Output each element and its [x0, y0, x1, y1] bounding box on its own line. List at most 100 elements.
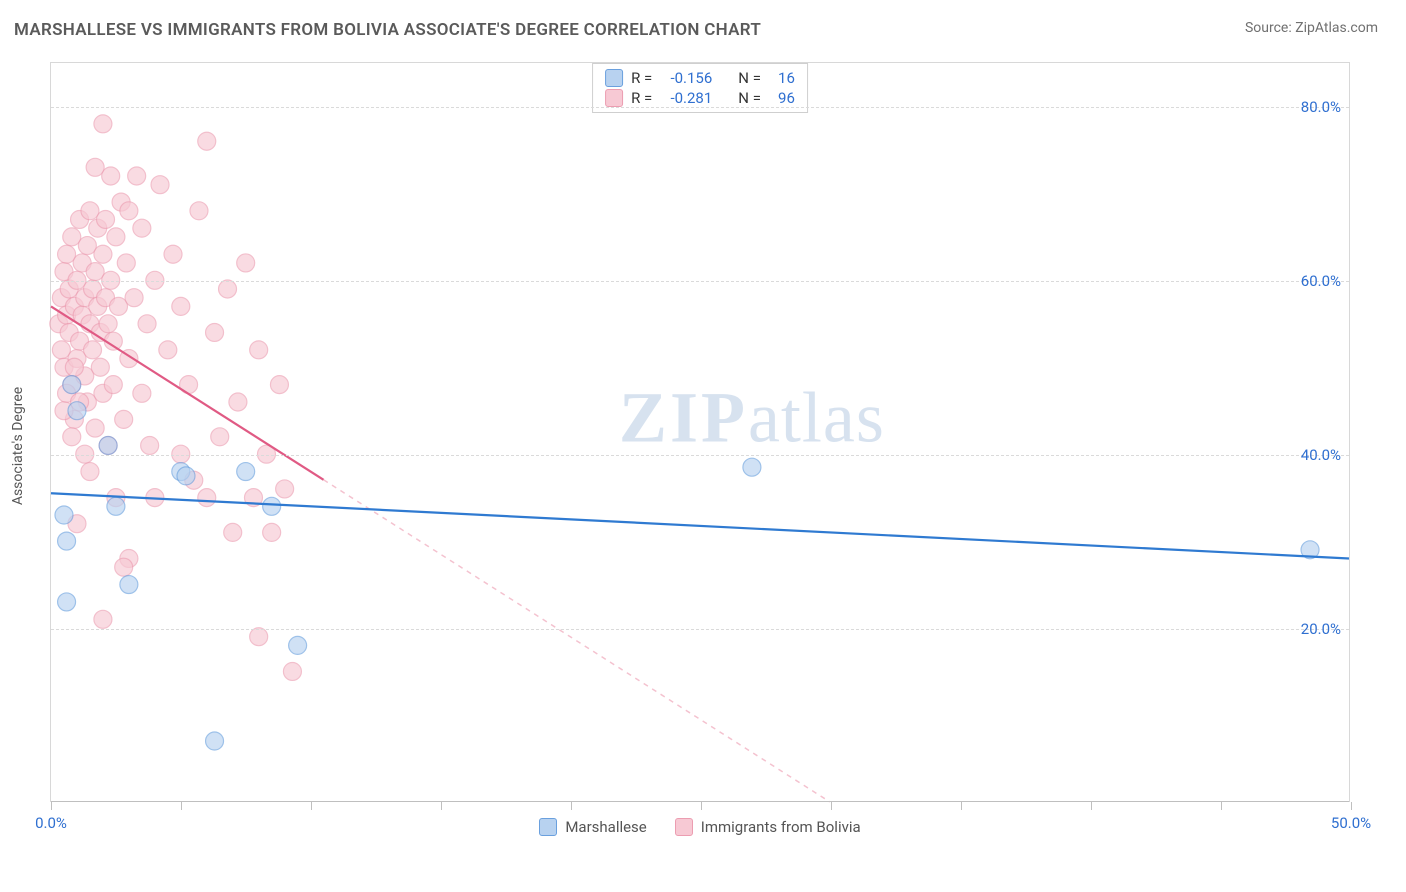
data-point	[78, 237, 96, 255]
data-point	[94, 610, 112, 628]
data-point	[58, 593, 76, 611]
legend-swatch	[605, 89, 623, 107]
legend-label: Marshallese	[565, 818, 646, 836]
data-point	[102, 167, 120, 185]
data-point	[81, 202, 99, 220]
data-point	[743, 458, 761, 476]
data-point	[94, 245, 112, 263]
legend-item: Marshallese	[539, 818, 646, 836]
chart-title: MARSHALLESE VS IMMIGRANTS FROM BOLIVIA A…	[14, 20, 761, 40]
gridline	[51, 629, 1349, 630]
data-point	[263, 497, 281, 515]
gridline	[51, 455, 1349, 456]
data-point	[289, 636, 307, 654]
data-point	[58, 245, 76, 263]
x-tick	[311, 802, 312, 810]
data-point	[211, 428, 229, 446]
r-value: -0.281	[660, 89, 712, 107]
data-point	[99, 315, 117, 333]
data-point	[133, 219, 151, 237]
data-point	[206, 732, 224, 750]
gridline	[51, 281, 1349, 282]
x-tick-label: 0.0%	[35, 814, 67, 832]
data-point	[107, 497, 125, 515]
data-point	[81, 463, 99, 481]
x-axis-line	[51, 801, 1349, 802]
data-point	[110, 297, 128, 315]
r-label: R =	[631, 69, 652, 87]
data-point	[84, 341, 102, 359]
n-label: N =	[738, 69, 761, 87]
gridline	[51, 107, 1349, 108]
data-point	[120, 576, 138, 594]
data-point	[133, 384, 151, 402]
legend-label: Immigrants from Bolivia	[701, 818, 861, 836]
data-point	[86, 158, 104, 176]
data-point	[172, 297, 190, 315]
data-point	[117, 254, 135, 272]
data-point	[55, 506, 73, 524]
x-tick	[701, 802, 702, 810]
data-point	[58, 532, 76, 550]
legend-item: Immigrants from Bolivia	[675, 818, 861, 836]
x-tick-label: 50.0%	[1331, 814, 1371, 832]
data-point	[206, 323, 224, 341]
data-point	[99, 436, 117, 454]
data-point	[63, 428, 81, 446]
data-point	[138, 315, 156, 333]
data-point	[250, 341, 268, 359]
data-point	[263, 523, 281, 541]
legend-swatch	[539, 818, 557, 836]
legend-swatch	[675, 818, 693, 836]
n-value: 96	[769, 89, 795, 107]
x-tick	[961, 802, 962, 810]
data-point	[198, 489, 216, 507]
data-point	[270, 376, 288, 394]
y-tick-label: 20.0%	[1301, 620, 1341, 638]
data-point	[107, 228, 125, 246]
data-point	[115, 410, 133, 428]
data-point	[86, 263, 104, 281]
data-point	[120, 202, 138, 220]
data-point	[164, 245, 182, 263]
data-point	[97, 210, 115, 228]
data-point	[276, 480, 294, 498]
data-point	[63, 376, 81, 394]
x-tick	[441, 802, 442, 810]
data-point	[104, 376, 122, 394]
data-point	[177, 467, 195, 485]
data-point	[141, 436, 159, 454]
data-point	[190, 202, 208, 220]
data-point	[219, 280, 237, 298]
data-point	[125, 289, 143, 307]
data-point	[198, 132, 216, 150]
x-tick	[1091, 802, 1092, 810]
data-point	[115, 558, 133, 576]
data-point	[250, 628, 268, 646]
data-point	[159, 341, 177, 359]
legend: Marshallese Immigrants from Bolivia	[51, 818, 1349, 836]
trend-line	[51, 493, 1349, 558]
x-tick	[831, 802, 832, 810]
data-point	[94, 115, 112, 133]
x-tick	[51, 802, 52, 810]
data-point	[237, 254, 255, 272]
x-tick	[571, 802, 572, 810]
r-value: -0.156	[660, 69, 712, 87]
y-tick-label: 40.0%	[1301, 446, 1341, 464]
data-point	[229, 393, 247, 411]
correlation-stats-box: R = -0.156 N = 16 R = -0.281 N = 96	[592, 63, 808, 113]
data-point	[128, 167, 146, 185]
x-tick	[181, 802, 182, 810]
legend-swatch	[605, 69, 623, 87]
data-point	[237, 463, 255, 481]
chart-plot-area: ZIPatlas R = -0.156 N = 16 R = -0.281 N …	[50, 62, 1350, 802]
data-point	[86, 419, 104, 437]
data-point	[283, 662, 301, 680]
data-point	[68, 402, 86, 420]
n-label: N =	[738, 89, 761, 107]
scatter-plot-svg	[51, 63, 1349, 802]
y-tick-label: 60.0%	[1301, 272, 1341, 290]
x-tick	[1221, 802, 1222, 810]
data-point	[91, 358, 109, 376]
